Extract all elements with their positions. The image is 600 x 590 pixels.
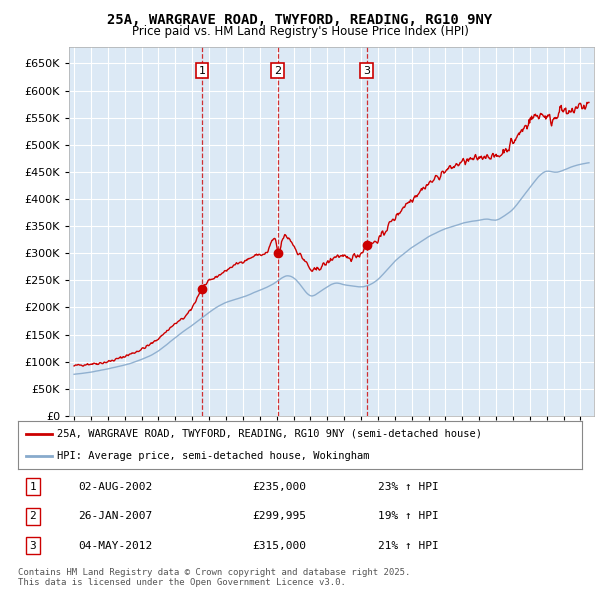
Text: 26-JAN-2007: 26-JAN-2007	[78, 512, 152, 521]
Text: 3: 3	[29, 541, 37, 550]
Text: £299,995: £299,995	[252, 512, 306, 521]
Text: 21% ↑ HPI: 21% ↑ HPI	[378, 541, 439, 550]
Text: 1: 1	[199, 65, 206, 76]
Text: 02-AUG-2002: 02-AUG-2002	[78, 482, 152, 491]
Text: £235,000: £235,000	[252, 482, 306, 491]
Text: 3: 3	[363, 65, 370, 76]
Text: £315,000: £315,000	[252, 541, 306, 550]
Text: 25A, WARGRAVE ROAD, TWYFORD, READING, RG10 9NY (semi-detached house): 25A, WARGRAVE ROAD, TWYFORD, READING, RG…	[58, 429, 482, 439]
Text: HPI: Average price, semi-detached house, Wokingham: HPI: Average price, semi-detached house,…	[58, 451, 370, 461]
Text: 2: 2	[274, 65, 281, 76]
Text: 04-MAY-2012: 04-MAY-2012	[78, 541, 152, 550]
Text: 1: 1	[29, 482, 37, 491]
Text: 2: 2	[29, 512, 37, 521]
Text: 19% ↑ HPI: 19% ↑ HPI	[378, 512, 439, 521]
Text: 23% ↑ HPI: 23% ↑ HPI	[378, 482, 439, 491]
Text: Contains HM Land Registry data © Crown copyright and database right 2025.
This d: Contains HM Land Registry data © Crown c…	[18, 568, 410, 587]
Text: 25A, WARGRAVE ROAD, TWYFORD, READING, RG10 9NY: 25A, WARGRAVE ROAD, TWYFORD, READING, RG…	[107, 13, 493, 27]
Text: Price paid vs. HM Land Registry's House Price Index (HPI): Price paid vs. HM Land Registry's House …	[131, 25, 469, 38]
